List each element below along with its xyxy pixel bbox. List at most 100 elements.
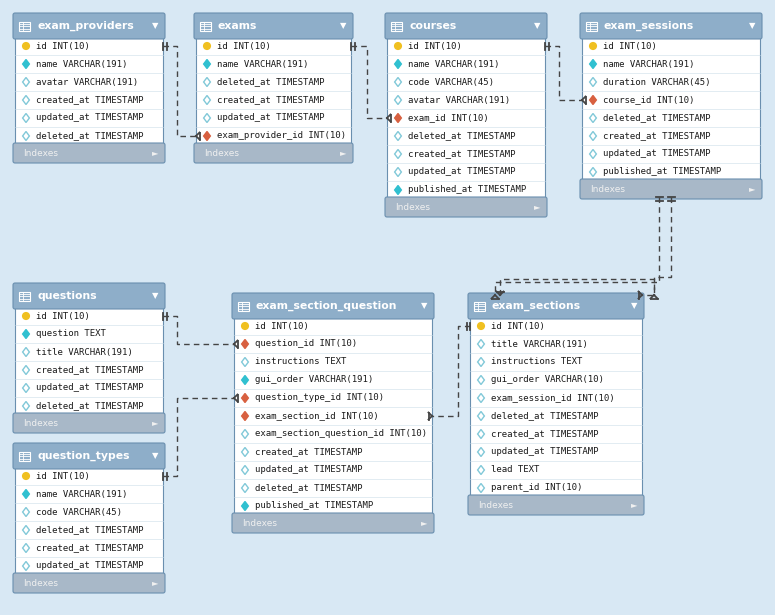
- Text: updated_at TIMESTAMP: updated_at TIMESTAMP: [491, 448, 598, 456]
- FancyBboxPatch shape: [580, 179, 762, 199]
- Circle shape: [22, 42, 29, 49]
- Text: updated_at TIMESTAMP: updated_at TIMESTAMP: [217, 114, 325, 122]
- Polygon shape: [242, 394, 248, 402]
- Text: avatar VARCHAR(191): avatar VARCHAR(191): [36, 77, 138, 87]
- Text: deleted_at TIMESTAMP: deleted_at TIMESTAMP: [491, 411, 598, 421]
- Text: ▼: ▼: [152, 22, 158, 31]
- Text: exam_section_question: exam_section_question: [256, 301, 398, 311]
- Text: ▼: ▼: [631, 301, 637, 311]
- Text: updated_at TIMESTAMP: updated_at TIMESTAMP: [603, 149, 711, 159]
- Text: ▼: ▼: [534, 22, 540, 31]
- Text: Indexes: Indexes: [395, 202, 430, 212]
- Text: created_at TIMESTAMP: created_at TIMESTAMP: [36, 544, 143, 552]
- Text: ►: ►: [631, 501, 637, 509]
- Text: published_at TIMESTAMP: published_at TIMESTAMP: [255, 501, 374, 510]
- FancyBboxPatch shape: [13, 413, 165, 433]
- FancyBboxPatch shape: [196, 37, 351, 145]
- Polygon shape: [204, 132, 210, 140]
- Text: exam_sections: exam_sections: [492, 301, 581, 311]
- Circle shape: [204, 42, 210, 49]
- Text: exams: exams: [218, 21, 257, 31]
- Text: name VARCHAR(191): name VARCHAR(191): [36, 60, 127, 68]
- Text: published_at TIMESTAMP: published_at TIMESTAMP: [603, 167, 722, 177]
- FancyBboxPatch shape: [387, 37, 545, 199]
- FancyBboxPatch shape: [580, 13, 762, 39]
- Text: ▼: ▼: [421, 301, 427, 311]
- Polygon shape: [394, 60, 401, 68]
- Text: ►: ►: [152, 579, 158, 587]
- Text: Indexes: Indexes: [590, 184, 625, 194]
- FancyBboxPatch shape: [15, 307, 163, 415]
- Text: Indexes: Indexes: [478, 501, 513, 509]
- FancyBboxPatch shape: [385, 197, 547, 217]
- Text: created_at TIMESTAMP: created_at TIMESTAMP: [408, 149, 515, 159]
- Text: deleted_at TIMESTAMP: deleted_at TIMESTAMP: [217, 77, 325, 87]
- Text: code VARCHAR(45): code VARCHAR(45): [408, 77, 494, 87]
- Text: ►: ►: [339, 148, 346, 157]
- Text: question_id INT(10): question_id INT(10): [255, 339, 357, 349]
- FancyBboxPatch shape: [234, 317, 432, 515]
- Text: duration VARCHAR(45): duration VARCHAR(45): [603, 77, 711, 87]
- Text: Indexes: Indexes: [23, 148, 58, 157]
- Text: id INT(10): id INT(10): [603, 41, 656, 50]
- Text: created_at TIMESTAMP: created_at TIMESTAMP: [36, 95, 143, 105]
- FancyBboxPatch shape: [385, 13, 547, 39]
- Text: created_at TIMESTAMP: created_at TIMESTAMP: [491, 429, 598, 438]
- Text: deleted_at TIMESTAMP: deleted_at TIMESTAMP: [36, 525, 143, 534]
- FancyBboxPatch shape: [468, 293, 644, 319]
- Text: title VARCHAR(191): title VARCHAR(191): [491, 339, 587, 349]
- FancyBboxPatch shape: [582, 37, 760, 181]
- Text: Indexes: Indexes: [23, 579, 58, 587]
- Text: exam_section_id INT(10): exam_section_id INT(10): [255, 411, 379, 421]
- Text: deleted_at TIMESTAMP: deleted_at TIMESTAMP: [255, 483, 363, 493]
- FancyBboxPatch shape: [13, 283, 165, 309]
- Circle shape: [242, 323, 248, 330]
- Text: updated_at TIMESTAMP: updated_at TIMESTAMP: [36, 561, 143, 571]
- Text: exam_id INT(10): exam_id INT(10): [408, 114, 488, 122]
- Polygon shape: [22, 490, 29, 499]
- Text: created_at TIMESTAMP: created_at TIMESTAMP: [603, 132, 711, 140]
- FancyBboxPatch shape: [232, 513, 434, 533]
- Text: avatar VARCHAR(191): avatar VARCHAR(191): [408, 95, 510, 105]
- Text: title VARCHAR(191): title VARCHAR(191): [36, 347, 133, 357]
- Text: instructions TEXT: instructions TEXT: [491, 357, 582, 367]
- Polygon shape: [394, 186, 401, 194]
- Polygon shape: [22, 60, 29, 68]
- Text: gui_order VARCHAR(191): gui_order VARCHAR(191): [255, 376, 374, 384]
- Text: ▼: ▼: [749, 22, 756, 31]
- Text: Indexes: Indexes: [23, 418, 58, 427]
- Text: Indexes: Indexes: [242, 518, 277, 528]
- Text: exam_provider_id INT(10): exam_provider_id INT(10): [217, 132, 346, 140]
- Text: question_types: question_types: [37, 451, 129, 461]
- FancyBboxPatch shape: [13, 13, 165, 39]
- Text: code VARCHAR(45): code VARCHAR(45): [36, 507, 122, 517]
- Text: id INT(10): id INT(10): [491, 322, 545, 330]
- Text: ►: ►: [534, 202, 540, 212]
- FancyBboxPatch shape: [13, 443, 165, 469]
- Circle shape: [477, 323, 484, 330]
- FancyBboxPatch shape: [194, 13, 353, 39]
- FancyBboxPatch shape: [13, 143, 165, 163]
- Text: updated_at TIMESTAMP: updated_at TIMESTAMP: [36, 384, 143, 392]
- Text: name VARCHAR(191): name VARCHAR(191): [217, 60, 308, 68]
- Text: lead TEXT: lead TEXT: [491, 466, 539, 475]
- Text: course_id INT(10): course_id INT(10): [603, 95, 694, 105]
- Text: deleted_at TIMESTAMP: deleted_at TIMESTAMP: [408, 132, 515, 140]
- Polygon shape: [394, 114, 401, 122]
- Polygon shape: [590, 95, 597, 105]
- Polygon shape: [242, 411, 248, 421]
- Text: ▼: ▼: [152, 451, 158, 461]
- Text: id INT(10): id INT(10): [408, 41, 462, 50]
- FancyBboxPatch shape: [470, 317, 642, 497]
- Text: ▼: ▼: [339, 22, 346, 31]
- Polygon shape: [22, 330, 29, 338]
- Text: courses: courses: [409, 21, 456, 31]
- Text: questions: questions: [37, 291, 97, 301]
- Text: deleted_at TIMESTAMP: deleted_at TIMESTAMP: [36, 132, 143, 140]
- Text: updated_at TIMESTAMP: updated_at TIMESTAMP: [255, 466, 363, 475]
- Text: ►: ►: [152, 148, 158, 157]
- Text: updated_at TIMESTAMP: updated_at TIMESTAMP: [408, 167, 515, 177]
- Polygon shape: [590, 60, 597, 68]
- Polygon shape: [204, 60, 210, 68]
- Circle shape: [394, 42, 401, 49]
